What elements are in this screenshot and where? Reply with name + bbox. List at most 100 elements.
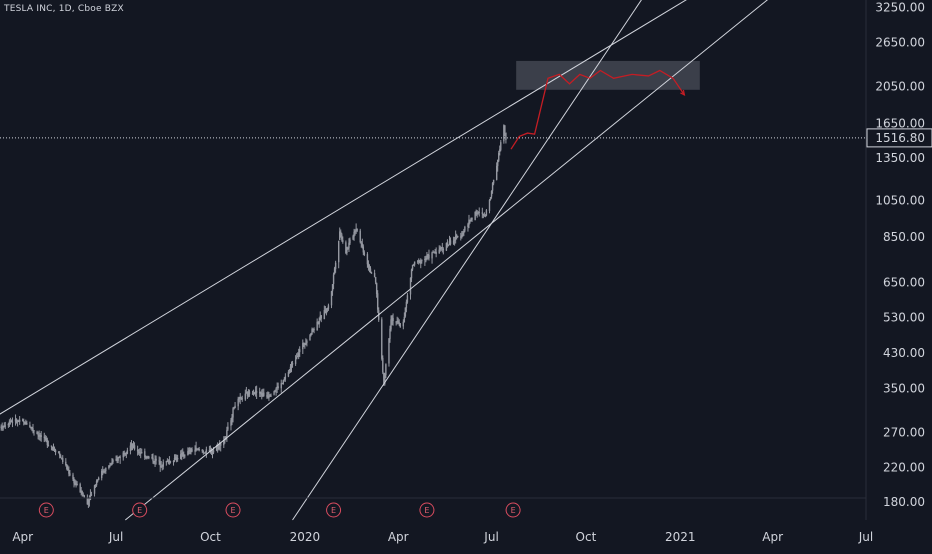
candle-body — [204, 451, 207, 453]
earnings-badge[interactable]: E — [505, 502, 521, 518]
candle — [439, 245, 441, 252]
time-tick-label: Jul — [108, 530, 123, 544]
candle — [481, 207, 484, 219]
candle — [312, 328, 314, 333]
candle — [411, 264, 414, 272]
candle-body — [154, 459, 156, 463]
candle — [491, 182, 494, 194]
earnings-badge[interactable]: E — [225, 502, 241, 518]
candle — [477, 211, 479, 215]
candle-body — [39, 435, 41, 437]
candle — [442, 247, 445, 255]
candle-body — [65, 461, 67, 466]
candle — [295, 353, 298, 360]
candle — [412, 263, 415, 266]
candle — [188, 447, 190, 455]
candle-body — [330, 291, 333, 306]
candle-body — [360, 242, 362, 244]
candle-body — [267, 396, 269, 398]
candle-body — [269, 395, 271, 397]
candle — [198, 446, 200, 452]
candle — [464, 225, 466, 233]
candle-body — [346, 248, 348, 254]
candle-body — [155, 458, 157, 461]
candle — [187, 447, 189, 456]
candle — [36, 430, 38, 435]
candle-body — [215, 446, 218, 451]
candle — [146, 456, 148, 460]
candle — [66, 464, 68, 471]
candle — [363, 250, 366, 257]
candle — [110, 462, 112, 466]
candle — [368, 264, 371, 273]
earnings-badge[interactable]: E — [419, 502, 435, 518]
candle — [58, 451, 61, 459]
candle — [447, 244, 450, 247]
candle — [499, 145, 501, 156]
candle-body — [275, 388, 277, 390]
candle — [129, 442, 132, 455]
candle-body — [198, 448, 200, 451]
candle-body — [381, 319, 383, 359]
candle — [476, 210, 478, 218]
earnings-badge[interactable]: E — [38, 502, 54, 518]
candle — [462, 230, 464, 237]
candle — [485, 209, 488, 217]
candle-body — [168, 460, 171, 463]
candle — [470, 217, 472, 222]
candle-body — [495, 165, 498, 180]
candle — [259, 387, 261, 397]
candle-body — [133, 445, 136, 450]
candle-body — [390, 319, 392, 330]
candle-body — [131, 444, 134, 448]
candle — [252, 389, 255, 396]
candle-body — [405, 301, 408, 308]
candle-body — [29, 425, 31, 428]
candle-body — [220, 442, 222, 446]
earnings-circle-icon — [419, 502, 435, 518]
candle-body — [153, 461, 155, 463]
earnings-badge[interactable]: E — [132, 502, 148, 518]
candle-body — [409, 277, 412, 295]
candle — [500, 140, 502, 152]
candle — [244, 389, 247, 401]
candle-body — [233, 408, 235, 410]
candle — [449, 237, 452, 246]
candle-body — [331, 284, 334, 292]
candle-body — [470, 218, 472, 222]
candle — [24, 421, 26, 425]
candle-body — [353, 231, 355, 237]
candle — [105, 467, 107, 474]
candle-body — [453, 239, 456, 241]
candle-body — [165, 461, 168, 463]
time-tick-label: Apr — [762, 530, 783, 544]
candle-body — [442, 249, 445, 251]
candle — [168, 456, 171, 465]
candle-body — [173, 457, 176, 462]
candle-body — [356, 228, 358, 231]
candle-body — [90, 494, 93, 496]
candle-body — [318, 320, 320, 325]
candle-body — [497, 159, 499, 167]
candle-body — [145, 456, 147, 459]
candle — [82, 492, 84, 497]
candle — [420, 258, 422, 269]
time-tick-label: 2020 — [290, 530, 321, 544]
earnings-badge[interactable]: E — [326, 502, 342, 518]
candle-body — [176, 457, 179, 460]
candle-body — [402, 321, 405, 327]
candle — [302, 339, 304, 355]
price-tick-label: 180.00 — [883, 495, 925, 509]
candle-body — [73, 479, 75, 484]
candle-body — [197, 448, 199, 450]
candle-body — [349, 239, 351, 244]
candle — [468, 214, 470, 229]
candle-body — [0, 426, 2, 429]
candle — [287, 370, 290, 378]
candle — [154, 455, 156, 467]
candle-body — [468, 219, 470, 225]
candle — [44, 434, 46, 442]
candle — [125, 451, 128, 459]
